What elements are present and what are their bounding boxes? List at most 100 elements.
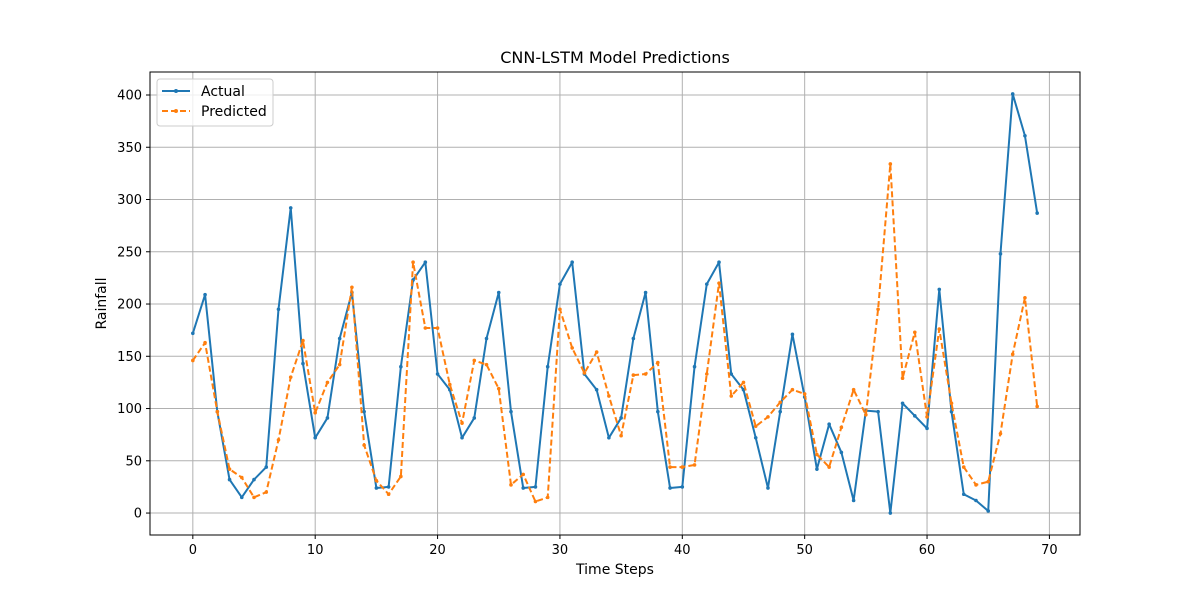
data-point-actual — [925, 426, 929, 431]
data-point-actual — [191, 331, 195, 336]
y-axis-label: Rainfall — [94, 277, 110, 329]
legend-label-predicted: Predicted — [201, 104, 267, 120]
x-tick-label: 40 — [674, 543, 691, 558]
data-point-predicted — [741, 380, 746, 385]
data-point-actual — [778, 409, 782, 414]
data-point-actual — [252, 477, 256, 482]
y-tick-label: 350 — [117, 141, 142, 156]
data-point-predicted — [301, 338, 305, 343]
data-point-predicted — [839, 425, 844, 430]
data-point-predicted — [631, 373, 636, 377]
data-point-predicted — [778, 400, 782, 405]
ticks: 0 10 20 30 40 50 60 70 0 50 100 150 200 250 300 350 400 — [117, 88, 1058, 558]
data-point-predicted — [1035, 404, 1039, 409]
data-point-actual — [937, 287, 942, 292]
data-point-predicted — [264, 490, 269, 494]
data-point-predicted — [974, 483, 978, 487]
data-point-actual — [851, 498, 856, 503]
plot-frame — [149, 71, 1081, 536]
legend-label-actual: Actual — [201, 84, 245, 100]
data-point-predicted — [961, 465, 966, 469]
data-point-predicted — [362, 443, 366, 447]
data-point-actual — [704, 282, 709, 286]
data-point-actual — [460, 436, 464, 440]
data-point-actual — [558, 282, 562, 286]
data-point-actual — [435, 372, 440, 376]
data-point-actual — [521, 486, 526, 490]
data-point-predicted — [802, 392, 807, 396]
data-point-actual — [961, 492, 966, 497]
data-point-actual — [227, 477, 232, 482]
data-point-actual — [1010, 92, 1015, 96]
data-point-actual — [998, 252, 1003, 256]
data-point-predicted — [1010, 352, 1015, 356]
data-point-actual — [668, 486, 672, 490]
y-tick-label: 150 — [117, 350, 142, 365]
data-point-predicted — [215, 409, 220, 414]
data-point-predicted — [288, 375, 293, 379]
data-point-actual — [986, 509, 991, 513]
data-point-predicted — [582, 371, 587, 375]
data-point-predicted — [448, 382, 452, 387]
data-point-actual — [729, 372, 734, 376]
data-point-predicted — [570, 346, 574, 350]
data-point-actual — [374, 486, 379, 490]
data-point-predicted — [680, 465, 685, 469]
legend-marker-predicted — [174, 109, 178, 113]
data-point-actual — [423, 260, 428, 265]
data-point-actual — [386, 485, 391, 489]
x-tick-label: 10 — [307, 543, 324, 558]
data-point-predicted — [325, 380, 330, 385]
legend-marker-actual — [174, 89, 178, 93]
x-tick-label: 50 — [796, 543, 813, 558]
x-axis-label: Time Steps — [575, 562, 654, 578]
data-point-actual — [1023, 133, 1027, 138]
data-point-actual — [680, 485, 685, 489]
data-point-predicted — [496, 386, 501, 391]
y-tick-label: 300 — [117, 193, 142, 208]
data-point-predicted — [423, 326, 428, 330]
x-tick-label: 0 — [189, 543, 197, 558]
data-point-predicted — [643, 372, 648, 376]
data-point-predicted — [203, 340, 207, 345]
data-point-predicted — [753, 424, 758, 429]
data-point-predicted — [276, 438, 281, 442]
data-point-actual — [717, 260, 721, 265]
y-tick-label: 50 — [125, 454, 142, 469]
data-point-predicted — [472, 358, 477, 363]
data-point-actual — [313, 436, 317, 440]
data-point-actual — [472, 416, 477, 420]
data-point-predicted — [350, 285, 354, 290]
data-point-predicted — [484, 362, 489, 367]
data-point-predicted — [729, 394, 734, 398]
series-layer — [191, 92, 1039, 515]
data-point-actual — [325, 416, 330, 420]
data-point-actual — [545, 364, 550, 369]
data-point-actual — [570, 260, 574, 265]
data-point-actual — [399, 364, 403, 369]
data-point-predicted — [594, 350, 599, 354]
data-point-actual — [839, 450, 844, 455]
data-point-predicted — [998, 431, 1003, 436]
data-point-predicted — [827, 465, 831, 469]
data-point-actual — [692, 364, 697, 369]
data-point-actual — [264, 465, 269, 469]
data-point-predicted — [607, 394, 611, 398]
data-point-actual — [362, 409, 366, 414]
data-point-actual — [1035, 211, 1039, 215]
data-point-actual — [337, 336, 342, 341]
data-point-predicted — [386, 492, 391, 497]
data-point-actual — [288, 206, 293, 210]
data-point-predicted — [227, 467, 232, 471]
data-point-actual — [203, 292, 207, 297]
data-point-predicted — [913, 330, 917, 335]
data-point-predicted — [851, 387, 856, 392]
data-point-predicted — [876, 307, 880, 312]
data-point-actual — [607, 436, 611, 440]
data-point-actual — [974, 498, 978, 503]
data-point-predicted — [619, 433, 623, 438]
data-point-actual — [913, 414, 917, 418]
data-point-actual — [766, 486, 770, 490]
series-line-actual — [191, 92, 1039, 515]
